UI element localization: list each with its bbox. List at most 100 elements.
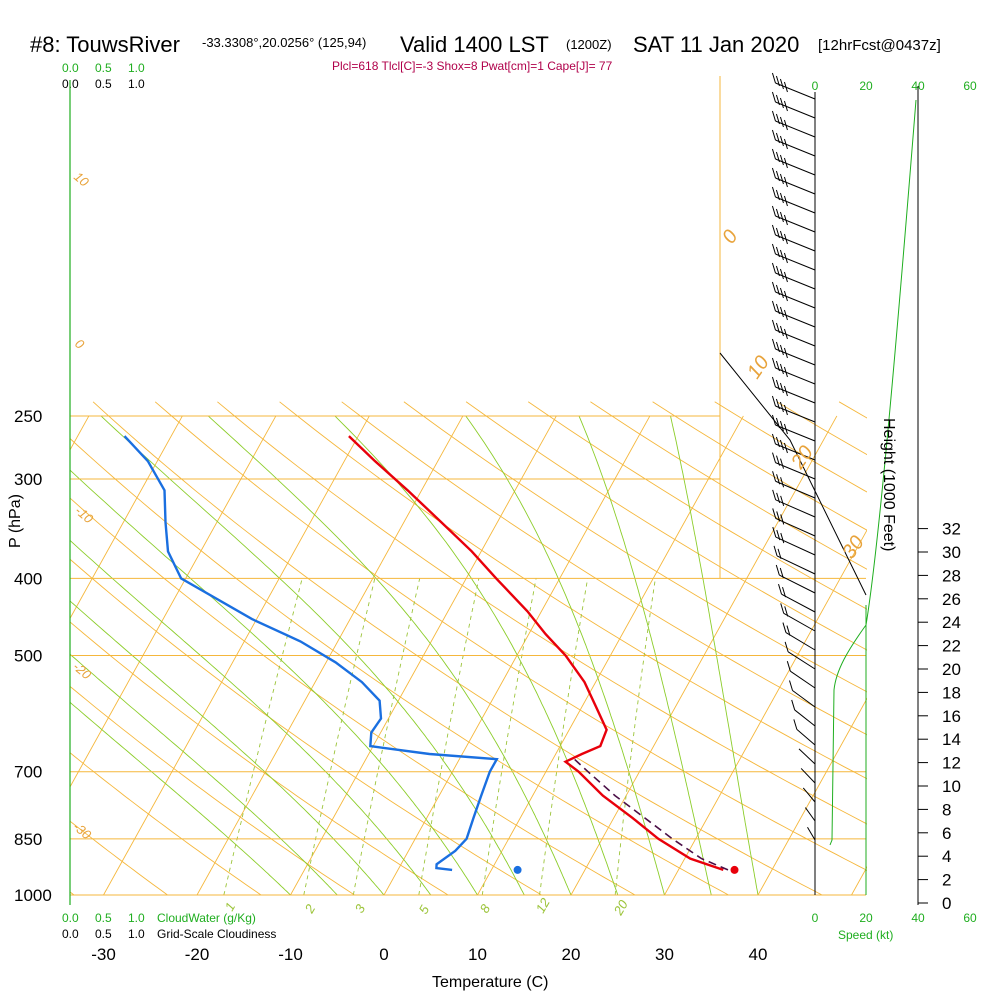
wind-barb-staff (804, 807, 816, 822)
wind-barb-flag (775, 265, 780, 277)
wind-barb-flag (783, 385, 788, 397)
wind-barb-flag (783, 442, 788, 454)
wind-barb-flag (783, 309, 788, 321)
wind-barb-flag (772, 452, 776, 463)
mixing-ratio-label: 2 (301, 901, 318, 916)
wind-barb-flag (791, 699, 796, 711)
wind-barb-flag (771, 224, 776, 236)
wind-barb-flag (779, 97, 784, 109)
wind-barb-staff (775, 405, 816, 423)
wind-barb-flag (780, 532, 785, 544)
dry-adiabat-label: 10 (71, 169, 92, 190)
wind-barb-staff (783, 612, 816, 632)
wind-barb-flag (778, 584, 782, 595)
speed-tick-top: 0 (812, 79, 819, 93)
wind-barb-staff (802, 787, 816, 803)
mixing-ratio-label: 3 (352, 901, 369, 915)
mixing-ratio-line (614, 578, 656, 895)
height-tick-label: 30 (942, 543, 961, 562)
wind-barb-flag (779, 325, 784, 337)
wind-barb-flag (776, 492, 781, 503)
wind-barb-staff (779, 574, 816, 594)
temperature-tick-label: -10 (278, 945, 303, 964)
height-tick-label: 2 (942, 871, 951, 890)
wind-barb-flag (783, 328, 788, 340)
wind-barb-flag (772, 526, 777, 538)
dry-adiabat (527, 401, 867, 610)
wind-barb-flag (772, 489, 777, 500)
wind-barb-staff (775, 215, 816, 233)
dry-adiabat (341, 401, 867, 736)
mixing-ratio-line (303, 578, 376, 895)
temperature-surface-marker (730, 865, 739, 874)
wind-barb-flag (771, 357, 776, 369)
wind-barb-flag (776, 455, 780, 466)
mixing-ratio-label: 5 (416, 902, 433, 916)
wind-barb-staff (775, 253, 816, 271)
wind-barb-flag (777, 548, 782, 560)
wind-barb-flag (772, 508, 777, 519)
wind-barb-flag (793, 719, 798, 730)
height-tick-label: 26 (942, 590, 961, 609)
wind-barb-flag (771, 243, 776, 255)
height-tick-label: 4 (942, 847, 951, 866)
wind-barb-flag (771, 433, 776, 445)
cloud-scale-bottom-black-1: 0.5 (95, 927, 112, 941)
wind-barb-flag (783, 347, 788, 359)
wind-barb-flag (775, 151, 780, 163)
moist-adiabat (70, 469, 478, 895)
wind-barb-flag (779, 401, 784, 413)
dewpoint-profile-line (123, 435, 499, 872)
wind-barb-flag (771, 110, 776, 122)
wind-barb-flag (780, 477, 785, 488)
wind-barb-staff (775, 310, 816, 328)
speed-tick-bottom: 0 (812, 911, 819, 925)
wind-barb-staff (775, 272, 816, 290)
y-axis-title: P (hPa) (7, 494, 24, 548)
wind-barb-flag (771, 91, 776, 103)
speed-tick-bottom: 20 (859, 911, 873, 925)
dry-adiabat (963, 402, 1000, 912)
wind-barb-flag (775, 436, 780, 448)
pressure-tick-label: 250 (14, 407, 42, 426)
dewpoint-surface-marker (513, 865, 522, 874)
dry-adiabat (70, 621, 449, 895)
wind-barb-flag (783, 404, 788, 416)
temperature-tick-label: -20 (185, 945, 210, 964)
wind-barb-flag (779, 306, 784, 318)
moist-adiabat (100, 415, 525, 895)
wind-barb-flag (784, 606, 789, 617)
wind-barb-flag (786, 625, 791, 636)
mixing-ratio-label: 20 (610, 897, 631, 919)
wind-barb-flag (786, 661, 791, 672)
wind-barb-flag (783, 100, 788, 112)
moist-adiabat (70, 653, 338, 895)
wind-barb-flag (779, 268, 784, 280)
wind-barb-flag (783, 119, 788, 131)
dry-adiabat (70, 752, 262, 895)
wind-barb-staff (775, 177, 816, 195)
speed-tick-top: 20 (859, 79, 873, 93)
wind-barb-flag (779, 344, 784, 356)
wind-barb-flag (775, 113, 780, 125)
wind-barb-staff (775, 82, 816, 100)
wind-barb-staff (800, 768, 816, 784)
wind-barb-flag (780, 514, 785, 525)
wind-barb-flag (775, 360, 780, 372)
isotherm-label: 10 (743, 352, 774, 383)
pressure-tick-label: 700 (14, 763, 42, 782)
temperature-tick-label: -30 (91, 945, 116, 964)
height-tick-label: 28 (942, 566, 961, 585)
wind-barb-flag (782, 622, 787, 633)
wind-barb-staff (775, 101, 816, 119)
wind-barb-flag (771, 319, 776, 331)
wind-barb-flag (784, 641, 789, 652)
height-tick-label: 22 (942, 637, 961, 656)
dry-adiabat (70, 437, 730, 895)
wind-barb-flag (783, 366, 788, 378)
wind-barb-flag (779, 567, 784, 579)
wind-barb-flag (779, 420, 784, 432)
moist-adiabat (670, 415, 759, 895)
dry-adiabat (465, 401, 867, 651)
